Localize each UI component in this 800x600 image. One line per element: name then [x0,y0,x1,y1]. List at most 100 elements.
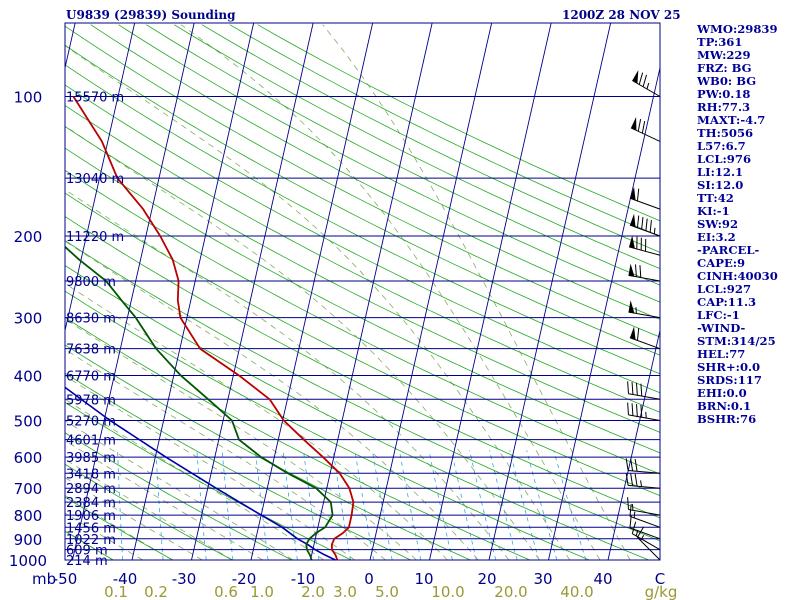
isotherm-line [548,67,661,561]
index-line: LI:12.1 [697,165,744,179]
height-label: 4601 m [66,434,116,449]
moist-adiabat [64,45,571,561]
dry-adiabat [64,169,661,475]
height-label: 13040 m [66,172,124,187]
isotherm-line [310,22,433,561]
dry-adiabat [173,24,661,269]
height-label: 5978 m [66,393,116,408]
index-line: LCL:927 [697,282,752,296]
pressure-tick-label: 700 [14,480,43,498]
wind-barb [629,326,661,350]
pressure-tick-label: 800 [14,507,43,525]
moist-adiabat [64,459,233,561]
index-line: CAPE:9 [697,256,746,270]
temperature-trace [72,96,355,561]
dry-adiabat [64,147,661,454]
moist-adiabat [64,240,479,561]
temperature-tick-label: -40 [113,570,138,588]
wind-barb [632,70,661,97]
index-line: SW:92 [697,217,739,231]
isotherm-line [607,330,661,561]
dry-adiabat [64,126,661,433]
mixing-ratio-tick-label: 1.0 [250,583,274,600]
temperature-tick-label: -10 [291,570,316,588]
wind-barb [629,515,661,540]
index-line: STM:314/25 [697,334,776,348]
wind-barbs [625,70,661,561]
index-line: EI:3.2 [697,230,736,244]
moist-adiabat [180,24,601,561]
index-line: WB0: BG [697,74,757,88]
temperature-tick-label: -30 [172,570,197,588]
pressure-tick-label: 900 [14,531,43,549]
dry-adiabat [64,192,661,496]
isotherm-line [369,22,493,561]
temperature-tick-label: 0 [364,570,374,588]
moist-adiabat [64,477,203,561]
height-label: 15570 m [66,91,124,106]
pressure-tick-label: 400 [14,368,43,386]
height-label: 609 m [66,544,108,559]
dry-adiabat [64,84,661,394]
pressure-tick-label: 300 [14,310,43,328]
mixing-ratio-tick-label: 40.0 [560,583,593,600]
mixing-ratio-tick-label: 0.6 [214,583,238,600]
sounding-profiles [64,96,355,561]
dry-adiabat [64,530,114,561]
height-label: 5270 m [66,414,116,429]
index-line: PW:0.18 [697,87,751,101]
height-label: 9800 m [66,275,116,290]
dry-adiabat [64,44,661,356]
dry-adiabat [64,402,352,561]
height-label: 8630 m [66,312,116,327]
isotherm-line [429,22,552,561]
isobars [65,96,660,561]
wind-barb [627,402,661,421]
index-line: MW:229 [697,48,751,62]
index-line: -PARCEL- [697,243,760,257]
index-line: LCL:976 [697,152,752,166]
plot-frame [64,22,661,561]
dry-adiabat [64,105,661,413]
pressure-tick-label: 500 [14,412,43,430]
height-label: 1456 m [66,521,116,536]
wind-barb [629,213,661,237]
pressure-unit-label: mb [32,570,56,588]
height-label: 214 m [66,554,108,569]
wind-barb [625,473,661,489]
isotherm-line [488,22,612,561]
moist-adiabat [64,440,263,561]
isotherm-line [64,22,76,68]
dewpoint-trace [64,246,334,561]
dry-adiabat [64,317,530,561]
pressure-tick-label: 600 [14,449,43,467]
indices-panel: WMO:29839 TP:361 MW:229 FRZ: BG WB0: BG PW:0.… [697,23,800,426]
index-line: BRN:0.1 [697,399,752,413]
isotherm-line [191,22,314,561]
mixing-ratio-tick-label: 0.2 [144,583,168,600]
wind-barb [630,117,661,142]
index-line: TT:42 [697,191,734,205]
index-line: L57:6.7 [697,139,746,153]
isotherm-line [72,22,195,561]
index-line: KI:-1 [697,204,730,218]
plot-area [65,23,660,560]
dry-adiabat [64,432,292,561]
index-line: HEL:77 [697,347,746,361]
temperature-tick-label: 10 [414,570,433,588]
height-label: 11220 m [66,230,124,245]
temperature-tick-label: 40 [593,570,612,588]
moist-adiabat [64,349,386,561]
moist-adiabat [64,318,417,561]
isotherm-line [131,22,255,561]
skewed-isotherms [64,22,661,561]
moist-adiabat [64,189,510,561]
index-line: TP:361 [697,35,743,49]
dry-adiabat [64,216,661,519]
moist-adiabat [64,512,144,561]
height-label: 1022 m [66,533,116,548]
mixing-ratio-tick-label: 5.0 [375,583,399,600]
parcel-trace [64,386,336,561]
moist-adiabat [322,24,631,561]
observation-time: 1200Z 28 NOV 25 [562,8,681,22]
